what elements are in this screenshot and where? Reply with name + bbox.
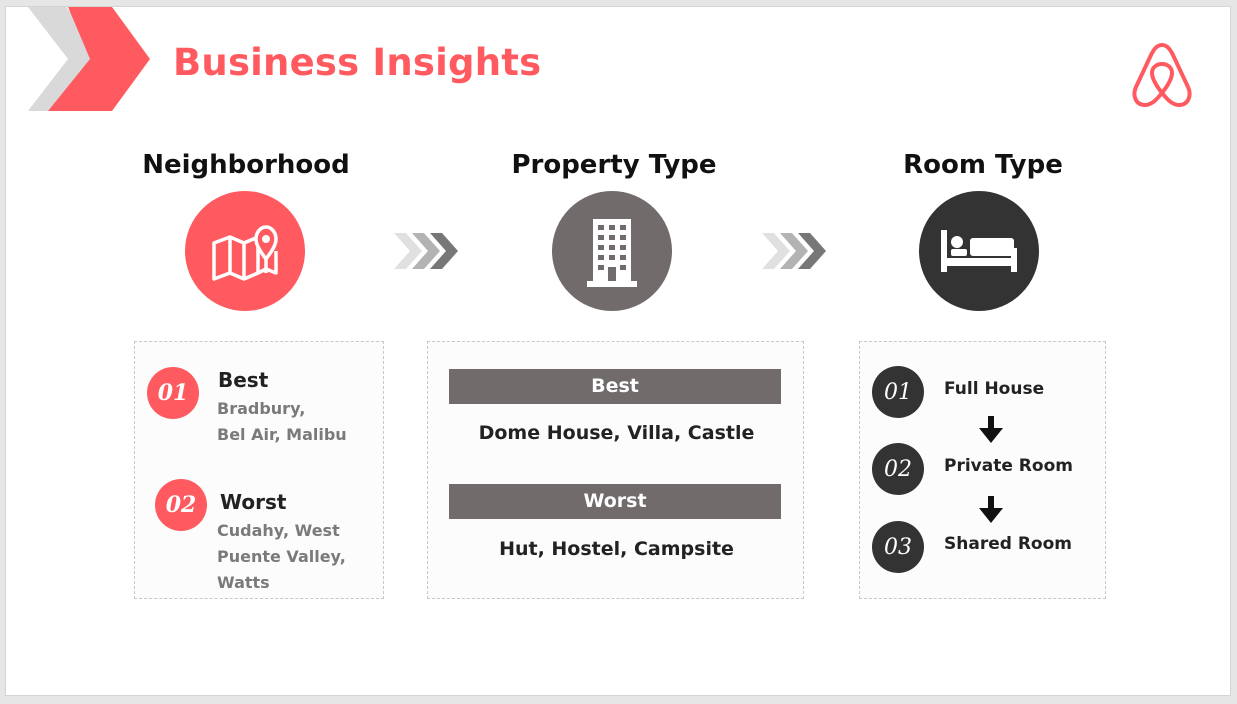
flow-arrow-icon: [394, 233, 458, 269]
neighborhood-best-label: Best: [218, 368, 269, 392]
page-title: Business Insights: [173, 41, 542, 84]
room-circle: [919, 191, 1039, 311]
neighborhood-worst-line: Watts: [217, 573, 270, 592]
slide: Business Insights Neighborhood Property …: [5, 6, 1231, 696]
section-heading-property: Property Type: [511, 150, 717, 180]
room-badge: 03: [872, 521, 924, 573]
room-item-label: Full House: [944, 379, 1045, 399]
property-circle: [552, 191, 672, 311]
property-worst-bar: Worst: [449, 484, 781, 519]
header-chevron-icon: [28, 7, 150, 111]
arrow-down-icon: [979, 496, 1003, 523]
neighborhood-box: 01 Best Bradbury, Bel Air, Malibu 02 Wor…: [134, 341, 384, 599]
bed-icon: [941, 230, 1017, 272]
property-box: Best Dome House, Villa, Castle Worst Hut…: [427, 341, 804, 599]
room-badge: 01: [872, 366, 924, 418]
neighborhood-best-line: Bradbury,: [217, 399, 306, 418]
badge-worst: 02: [155, 479, 207, 531]
neighborhood-worst-label: Worst: [220, 490, 287, 514]
flow-arrow-icon: [762, 233, 826, 269]
room-badge: 02: [872, 443, 924, 495]
neighborhood-circle: [185, 191, 305, 311]
room-item-label: Private Room: [944, 456, 1073, 476]
neighborhood-best-line: Bel Air, Malibu: [217, 425, 347, 444]
property-worst-text: Hut, Hostel, Campsite: [499, 538, 734, 560]
neighborhood-worst-line: Puente Valley,: [217, 547, 346, 566]
section-heading-neighborhood: Neighborhood: [142, 150, 350, 180]
neighborhood-worst-line: Cudahy, West: [217, 521, 340, 540]
arrow-down-icon: [979, 416, 1003, 443]
section-heading-room: Room Type: [903, 150, 1063, 180]
property-best-bar: Best: [449, 369, 781, 404]
airbnb-logo-icon: [1132, 43, 1192, 107]
room-item-label: Shared Room: [944, 534, 1072, 554]
room-box: 01 Full House 02 Private Room 03 Shared …: [859, 341, 1106, 599]
map-pin-icon: [212, 225, 278, 281]
badge-best: 01: [147, 367, 199, 419]
building-icon: [587, 219, 637, 287]
property-best-text: Dome House, Villa, Castle: [478, 422, 755, 444]
